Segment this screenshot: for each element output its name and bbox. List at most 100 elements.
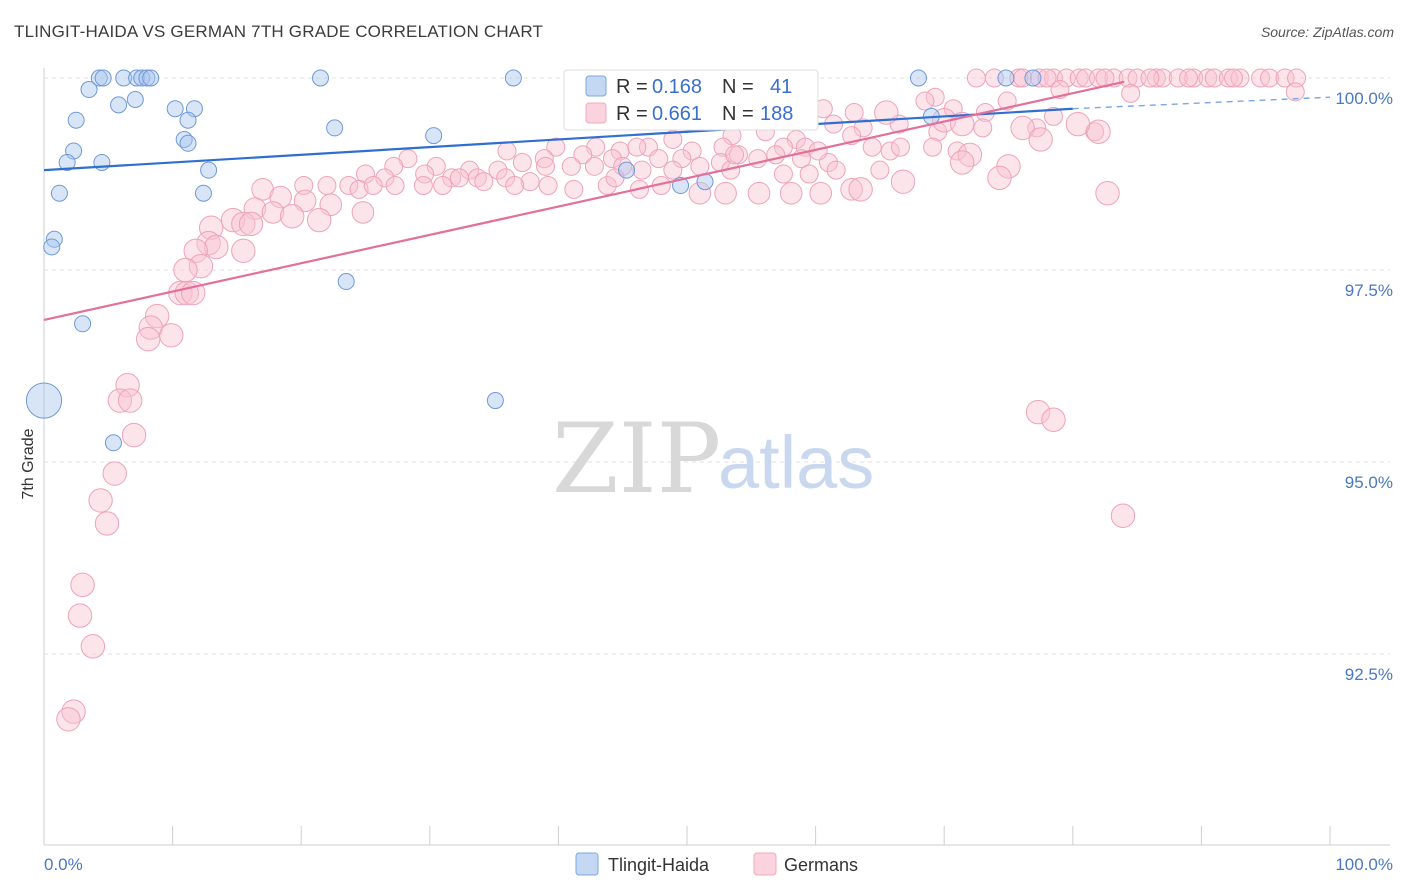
point-germans-123 [747,181,771,205]
point-germans-183 [725,145,745,165]
point-germans-153 [115,373,140,398]
point-germans-128 [269,185,292,209]
watermark-atlas: atlas [718,421,874,504]
point-germans-149 [144,303,170,329]
point-germans-134 [279,204,305,229]
point-germans-155 [117,388,143,413]
bottom-legend-swatch-pink [753,852,777,876]
point-germans-168 [987,165,1012,191]
point-germans-13 [1146,68,1166,88]
point-germans-75 [602,149,622,169]
trend-line-germans [43,80,1125,321]
point-germans-157 [102,461,127,486]
point-germans-58 [862,137,882,157]
point-tlingit-haida-12 [80,81,98,99]
point-tlingit-haida-6 [142,69,160,87]
point-tlingit-haida-31 [194,184,212,202]
point-germans-28 [1224,68,1244,88]
point-germans-27 [1179,68,1199,88]
point-germans-17 [1198,68,1218,88]
point-germans-161 [67,603,93,628]
point-germans-22 [1260,68,1280,88]
point-tlingit-haida-14 [110,96,128,114]
point-germans-32 [925,87,945,107]
point-germans-152 [135,326,161,352]
point-germans-140 [196,230,221,256]
point-germans-113 [449,168,469,188]
point-germans-4 [1029,68,1049,88]
point-germans-145 [173,257,198,283]
point-germans-121 [688,181,712,205]
point-tlingit-haida-38 [104,434,122,452]
point-germans-31 [1285,82,1305,102]
point-germans-34 [1121,83,1141,103]
point-germans-143 [231,238,256,264]
point-germans-82 [426,156,446,176]
point-germans-142 [183,238,208,264]
point-germans-44 [853,118,873,138]
y-axis-title: 7th Grade [20,428,37,499]
point-germans-95 [826,160,846,180]
point-germans-49 [1085,122,1105,142]
point-germans-102 [520,172,540,192]
germans-points [56,68,1307,732]
point-germans-166 [950,150,975,175]
legend-swatch-blue [585,75,607,97]
point-germans-176 [1010,115,1035,141]
point-germans-115 [505,176,525,196]
point-germans-179 [1041,407,1066,432]
point-germans-159 [94,511,120,536]
point-germans-0 [966,68,986,88]
point-germans-84 [488,160,508,180]
point-germans-104 [375,168,395,188]
point-germans-117 [564,179,584,199]
point-tlingit-haida-7 [311,69,329,87]
point-germans-131 [351,201,375,224]
point-germans-96 [870,160,890,180]
point-germans-76 [649,149,669,169]
legend-r-value-0: 0.168 [652,76,702,98]
point-tlingit-haida-0 [90,69,108,87]
axes [43,68,1390,846]
point-germans-35 [915,91,935,111]
chart-title: TLINGIT-HAIDA VS GERMAN 7TH GRADE CORREL… [14,22,544,41]
point-germans-156 [121,422,147,448]
point-germans-26 [1140,68,1160,88]
point-tlingit-haida-18 [179,111,197,129]
point-germans-110 [385,176,405,196]
bottom-legend: Tlingit-Haida Germans [575,852,858,876]
bottom-legend-label-1: Germans [784,855,858,875]
point-germans-116 [538,176,558,196]
point-germans-133 [261,201,285,224]
y-tick-label-2: 95.0% [1345,473,1393,492]
point-germans-60 [890,137,910,157]
point-germans-135 [307,207,332,233]
point-germans-180 [1110,503,1136,528]
point-tlingit-haida-36 [25,382,63,419]
point-germans-23 [1275,68,1295,88]
point-tlingit-haida-3 [128,69,146,87]
point-germans-160 [70,572,95,598]
point-tlingit-haida-37 [486,392,504,410]
point-tlingit-haida-27 [618,161,636,179]
point-tlingit-haida-10 [997,69,1015,87]
point-germans-86 [561,156,581,176]
legend-n-label-0: N = [722,76,754,98]
legend-n-value-0: 41 [770,76,792,98]
point-germans-136 [220,207,246,233]
x-tick-label-0: 0.0% [44,855,83,874]
point-germans-114 [474,172,494,192]
point-tlingit-haida-22 [179,134,197,152]
point-tlingit-haida-5 [138,69,156,87]
point-tlingit-haida-17 [67,111,85,129]
point-germans-154 [107,388,133,413]
point-tlingit-haida-4 [133,69,151,87]
point-germans-61 [923,137,943,157]
point-tlingit-haida-26 [200,161,218,179]
point-germans-24 [1037,68,1057,88]
legend-r-label-1: R = [616,103,648,125]
point-germans-65 [627,137,647,157]
point-tlingit-haida-25 [58,153,76,171]
point-germans-108 [294,176,314,196]
point-tlingit-haida-34 [337,273,355,291]
